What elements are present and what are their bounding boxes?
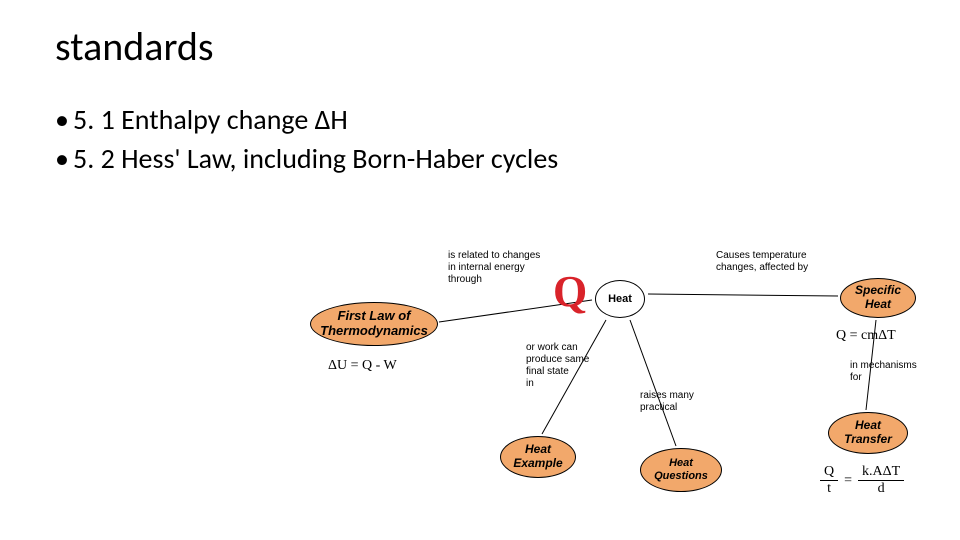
node-first_law: First Law ofThermodynamics: [310, 302, 438, 346]
formula-f_dU: ΔU = Q - W: [328, 358, 397, 374]
badge-q: Q: [553, 266, 587, 317]
concept-map: HeatQ First Law ofThermodynamics SpecificH…: [300, 250, 940, 530]
list-item: •5. 2 Hess' Law, including Born-Haber cy…: [55, 139, 558, 178]
page-title: standards: [55, 22, 214, 71]
formula-f_kA: Qt = k.AΔTd: [820, 464, 904, 497]
node-heat: Heat: [595, 280, 645, 318]
label-l_temp: Causes temperaturechanges, affected by: [716, 250, 808, 274]
node-example: HeatExample: [500, 436, 576, 478]
label-l_practical: raises manypractical: [640, 390, 694, 414]
label-l_internal: is related to changesin internal energyt…: [448, 250, 540, 286]
formula-f_cm: Q = cmΔT: [836, 328, 896, 344]
node-questions: HeatQuestions: [640, 448, 722, 492]
node-specific: SpecificHeat: [840, 278, 916, 318]
bullet-text: 5. 2 Hess' Law, including Born-Haber cyc…: [73, 139, 558, 178]
label-l_work: or work canproduce samefinal statein: [526, 342, 589, 390]
list-item: •5. 1 Enthalpy change ΔH: [55, 100, 558, 139]
bullet-text: 5. 1 Enthalpy change ΔH: [73, 100, 348, 139]
node-transfer: HeatTransfer: [828, 412, 908, 454]
bullet-list: •5. 1 Enthalpy change ΔH •5. 2 Hess' Law…: [55, 100, 558, 178]
label-l_mech: in mechanismsfor: [850, 360, 917, 384]
